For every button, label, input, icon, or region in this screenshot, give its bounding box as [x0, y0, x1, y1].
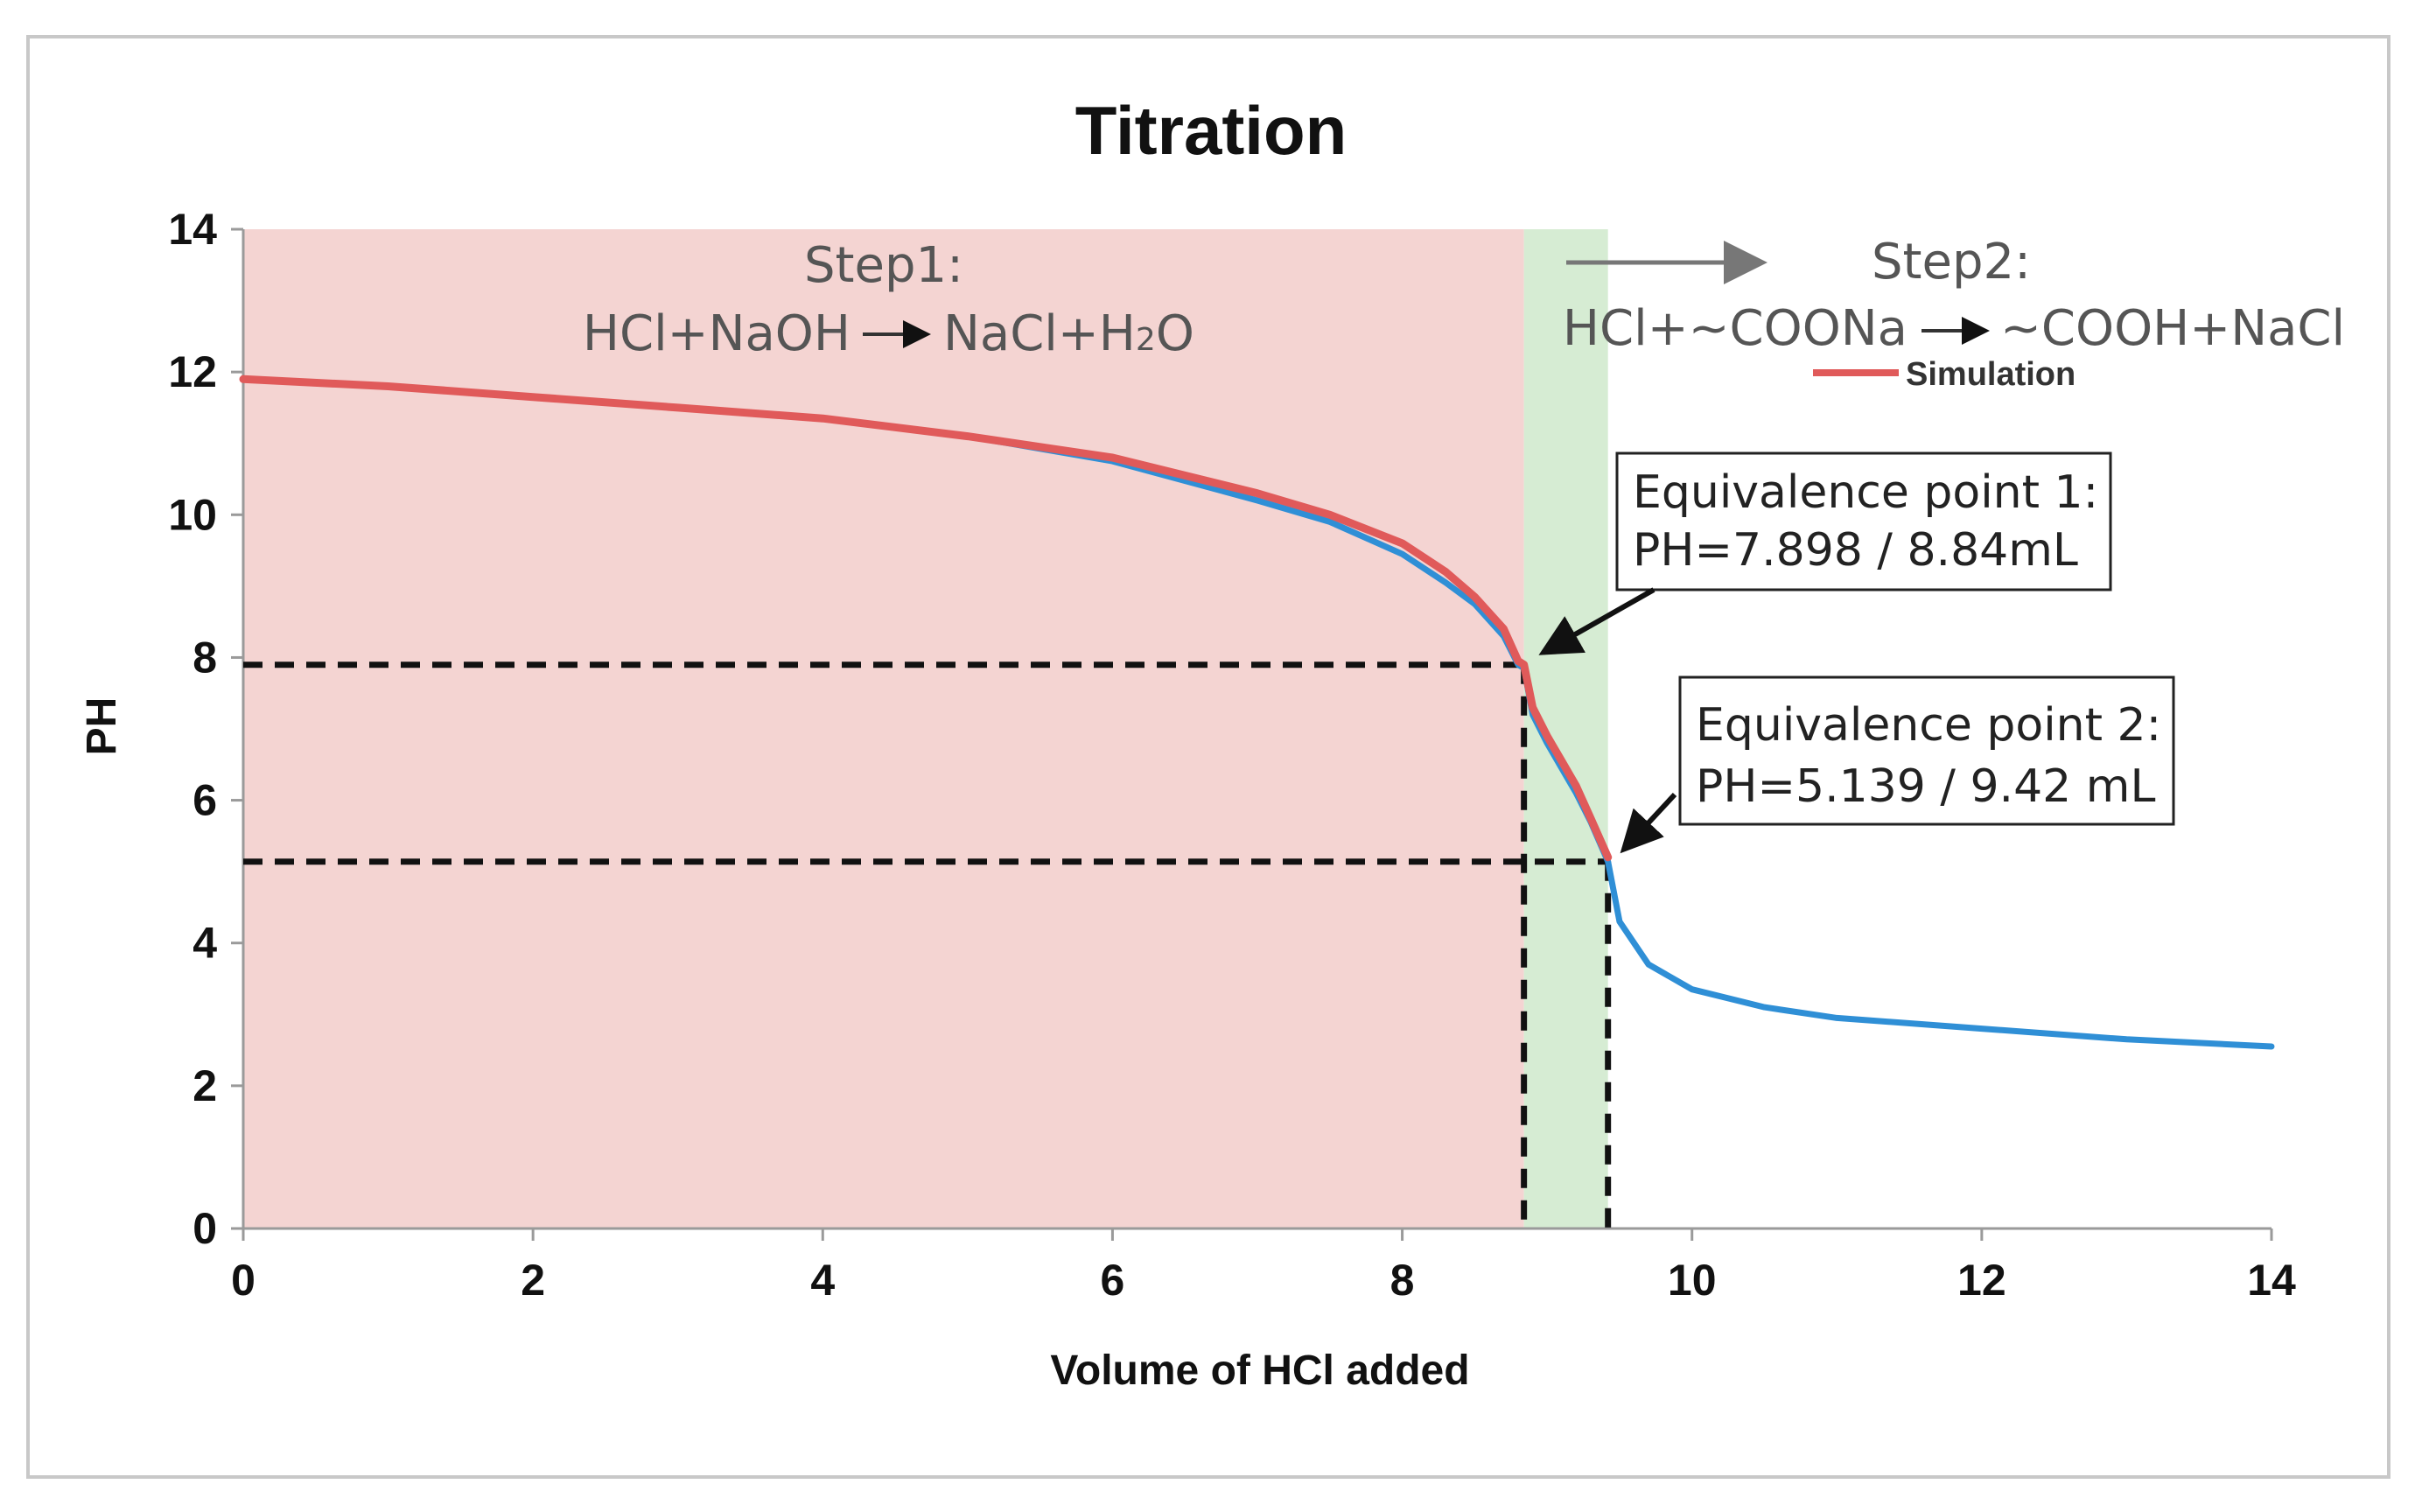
step1-products-tail: O: [1156, 305, 1194, 362]
y-tick-label: 2: [192, 1061, 217, 1110]
y-tick-label: 10: [168, 490, 217, 539]
step2-products: ~COOH+NaCl: [2000, 300, 2345, 357]
x-tick-label: 14: [2247, 1256, 2296, 1305]
eq1-box: [1615, 452, 2112, 592]
step2-reactants: HCl+~COONa: [1563, 300, 1908, 357]
x-tick-label: 2: [521, 1256, 545, 1305]
x-tick-label: 4: [810, 1256, 835, 1305]
legend-label-simulation: Simulation: [1906, 356, 2076, 393]
step2-title: Step2:: [1872, 234, 2031, 290]
step1-subscript: 2: [1136, 322, 1156, 358]
region-step1: [243, 229, 1524, 1228]
axes-layer: 0 2 4 6 8 10 12 14 0 2 4 6 8 10 12 14: [168, 205, 2296, 1305]
eq1-arrow: [1538, 587, 1656, 655]
y-tick-label: 12: [168, 347, 217, 396]
x-tick-label: 8: [1390, 1256, 1415, 1305]
y-tick-label: 0: [192, 1204, 217, 1253]
step1-products: NaCl+H2O: [943, 305, 1194, 362]
x-tick-label: 6: [1101, 1256, 1125, 1305]
eq2-arrow: [1620, 792, 1677, 854]
regions-layer: [243, 229, 1608, 1228]
y-tick-label: 4: [192, 919, 217, 968]
y-tick-label: 14: [168, 205, 217, 254]
eq1-line1: Equivalence point 1:: [1633, 466, 2098, 519]
eq2-line2: PH=5.139 / 9.42 mL: [1696, 760, 2155, 813]
series-line-simulation: [239, 374, 1613, 862]
step1-products-main: NaCl+H: [943, 305, 1136, 362]
x-axis-title: Volume of HCl added: [1050, 1348, 1469, 1394]
x-tick-label: 10: [1668, 1256, 1717, 1305]
x-tick-label: 0: [231, 1256, 256, 1305]
y-tick-label: 8: [192, 633, 217, 682]
guides-layer: [243, 662, 1612, 1228]
y-axis-title: PH: [79, 697, 125, 756]
chart-title: Titration: [1075, 92, 1348, 169]
eq2-box: [1678, 676, 2175, 826]
step1-reactants: HCl+NaOH: [583, 305, 850, 362]
series-layer: [239, 374, 2275, 1050]
eq1-line2: PH=7.898 / 8.84mL: [1633, 524, 2078, 577]
step1-title: Step1:: [804, 237, 963, 294]
x-tick-label: 12: [1957, 1256, 2006, 1305]
eq2-line1: Equivalence point 2:: [1696, 699, 2161, 752]
y-tick-label: 6: [192, 776, 217, 825]
